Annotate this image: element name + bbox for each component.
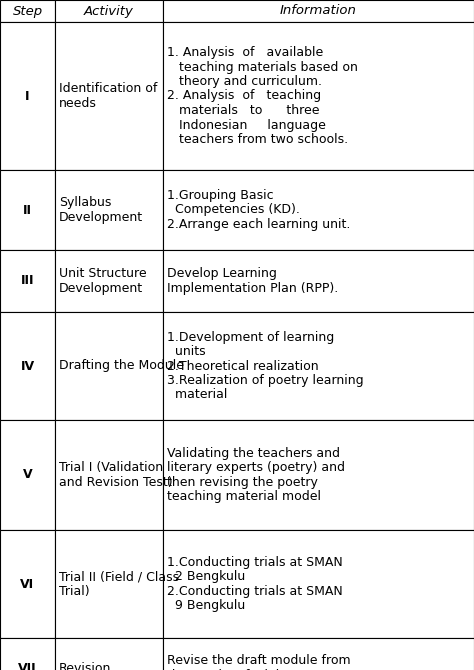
Text: VII: VII	[18, 661, 37, 670]
Text: 2 Bengkulu: 2 Bengkulu	[167, 570, 245, 584]
Text: 2.Arrange each learning unit.: 2.Arrange each learning unit.	[167, 218, 350, 231]
Text: and Revision Test): and Revision Test)	[59, 476, 173, 488]
Text: 2.Conducting trials at SMAN: 2.Conducting trials at SMAN	[167, 585, 343, 598]
Text: I: I	[25, 90, 30, 103]
Text: Revise the draft module from: Revise the draft module from	[167, 654, 351, 667]
Text: Implementation Plan (RPP).: Implementation Plan (RPP).	[167, 282, 338, 295]
Bar	[55, 250, 163, 312]
Text: II: II	[23, 204, 32, 216]
Text: 1. Analysis  of   available: 1. Analysis of available	[167, 46, 323, 59]
Bar	[55, 638, 163, 670]
Text: Competencies (KD).: Competencies (KD).	[167, 204, 300, 216]
Text: Revision: Revision	[59, 661, 111, 670]
Text: the results of Trial II: the results of Trial II	[167, 669, 291, 670]
Text: Identification of: Identification of	[59, 82, 157, 95]
Text: materials   to      three: materials to three	[167, 104, 319, 117]
Text: Trial): Trial)	[59, 585, 90, 598]
Text: Develop Learning: Develop Learning	[167, 267, 277, 280]
Text: VI: VI	[20, 578, 35, 590]
Text: teachers from two schools.: teachers from two schools.	[167, 133, 348, 146]
Bar	[0, 170, 55, 250]
Text: Validating the teachers and: Validating the teachers and	[167, 447, 340, 460]
Text: 2.Theoretical realization: 2.Theoretical realization	[167, 360, 319, 373]
Bar	[163, 312, 474, 420]
Text: IV: IV	[20, 360, 35, 373]
Bar	[0, 250, 55, 312]
Text: Drafting the Module: Drafting the Module	[59, 360, 184, 373]
Bar	[0, 638, 55, 670]
Bar	[163, 22, 474, 170]
Text: III: III	[21, 275, 34, 287]
Text: theory and curriculum.: theory and curriculum.	[167, 75, 322, 88]
Text: 2. Analysis  of   teaching: 2. Analysis of teaching	[167, 90, 321, 103]
Text: Information: Information	[280, 5, 357, 17]
Text: Trial I (Validation: Trial I (Validation	[59, 461, 163, 474]
Text: Step: Step	[12, 5, 43, 17]
Text: then revising the poetry: then revising the poetry	[167, 476, 318, 488]
Text: teaching material model: teaching material model	[167, 490, 321, 503]
Bar	[55, 170, 163, 250]
Text: Syllabus: Syllabus	[59, 196, 111, 209]
Text: 9 Bengkulu: 9 Bengkulu	[167, 599, 245, 612]
Text: Unit Structure: Unit Structure	[59, 267, 146, 280]
Bar	[0, 420, 55, 530]
Text: Trial II (Field / Class: Trial II (Field / Class	[59, 570, 179, 584]
Bar	[0, 0, 55, 22]
Text: Development: Development	[59, 211, 143, 224]
Bar	[55, 420, 163, 530]
Bar	[0, 22, 55, 170]
Text: units: units	[167, 345, 206, 358]
Bar	[55, 530, 163, 638]
Text: teaching materials based on: teaching materials based on	[167, 60, 358, 74]
Text: 3.Realization of poetry learning: 3.Realization of poetry learning	[167, 374, 364, 387]
Text: 1.Grouping Basic: 1.Grouping Basic	[167, 189, 273, 202]
Text: literary experts (poetry) and: literary experts (poetry) and	[167, 461, 345, 474]
Text: Activity: Activity	[84, 5, 134, 17]
Bar	[55, 0, 163, 22]
Bar	[0, 530, 55, 638]
Bar	[163, 250, 474, 312]
Bar	[55, 312, 163, 420]
Text: 1.Conducting trials at SMAN: 1.Conducting trials at SMAN	[167, 555, 343, 569]
Bar	[163, 638, 474, 670]
Bar	[163, 0, 474, 22]
Text: material: material	[167, 389, 228, 401]
Bar	[0, 312, 55, 420]
Text: Development: Development	[59, 282, 143, 295]
Bar	[55, 22, 163, 170]
Bar	[163, 170, 474, 250]
Text: Indonesian     language: Indonesian language	[167, 119, 326, 131]
Text: 1.Development of learning: 1.Development of learning	[167, 330, 334, 344]
Text: needs: needs	[59, 96, 97, 110]
Text: V: V	[23, 468, 32, 482]
Bar	[163, 420, 474, 530]
Bar	[163, 530, 474, 638]
